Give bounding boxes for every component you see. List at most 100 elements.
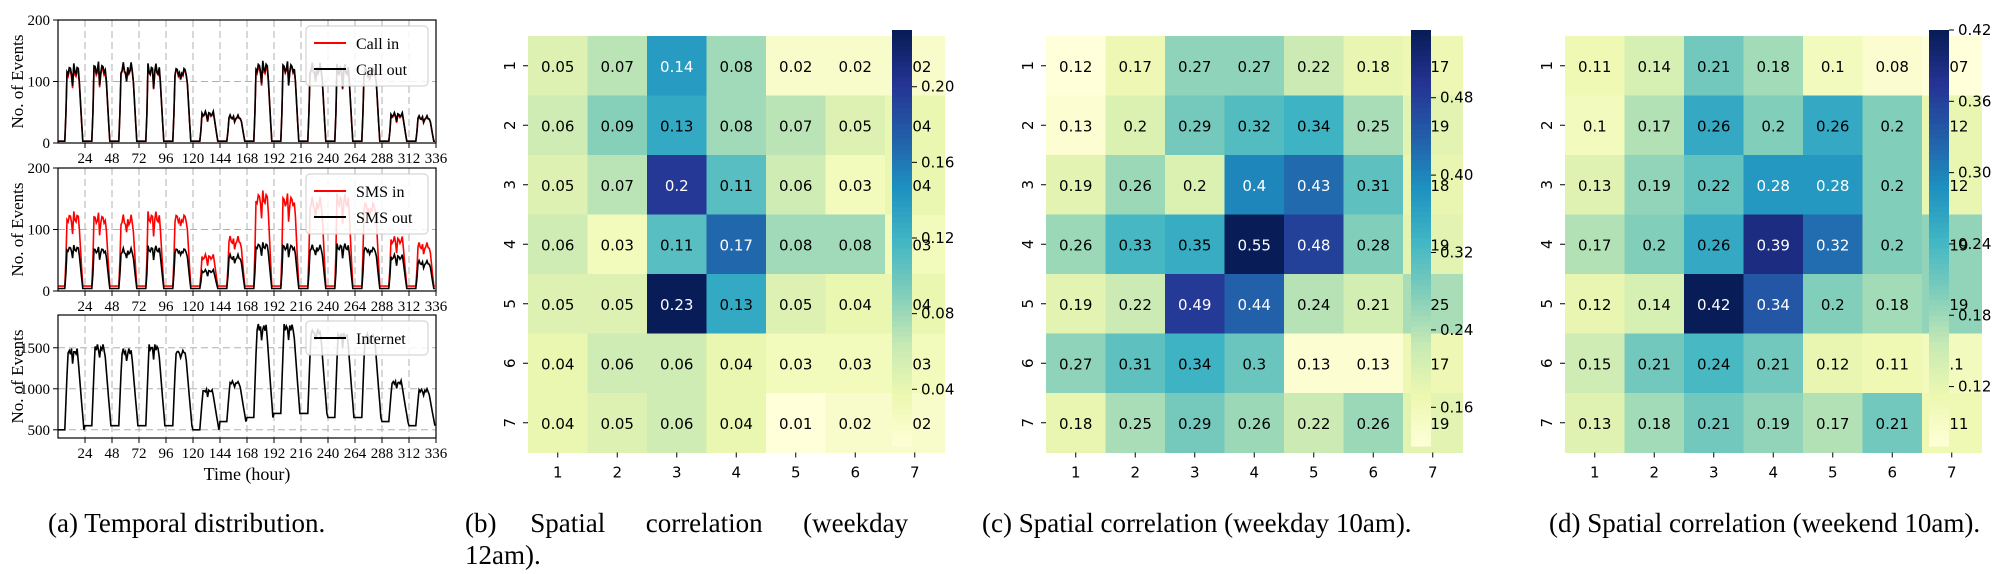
cell-value-label: 0.18 [1059, 415, 1092, 433]
heatmap-cell [528, 95, 588, 156]
heatmap-cell [1165, 393, 1225, 453]
y-tick-label: 3 [501, 180, 519, 190]
colorbar-segment [1929, 227, 1949, 234]
heatmap-cell [1803, 214, 1863, 275]
heatmap-d: 0.11 0.14 0.21 0.18 0.1 0.08 0.070.1 0.17 0.26 0.… [1538, 21, 1991, 482]
colorbar-segment [1411, 258, 1431, 265]
x-tick-label: 336 [425, 151, 448, 167]
heatmap-cell [1224, 214, 1285, 275]
heatmap-cell [1684, 214, 1744, 275]
cell-value-label: 0.07 [601, 177, 634, 195]
colorbar-segment [892, 305, 912, 312]
colorbar-segment [892, 420, 912, 426]
cell-value-label: 0.08 [779, 236, 812, 254]
heatmap-cell [766, 393, 826, 453]
x-tick-label: 96 [159, 151, 175, 167]
colorbar-segment [1411, 227, 1431, 234]
x-tick-label: 6 [1887, 464, 1897, 482]
colorbar-tick-label: 0.18 [1958, 306, 1991, 324]
colorbar-segment [1411, 347, 1431, 353]
y-tick-label: 2 [1019, 120, 1037, 130]
colorbar-segment [1929, 404, 1949, 411]
heatmap-cell [1684, 393, 1744, 453]
cell-value-label: 0.13 [1578, 177, 1611, 195]
heatmap-cell [706, 393, 767, 453]
colorbar-segment [892, 290, 912, 296]
colorbar-segment [1411, 404, 1431, 411]
y-tick-label: 200 [28, 161, 51, 177]
cell-value-label: 0.02 [839, 415, 872, 433]
colorbar-segment [1929, 170, 1949, 177]
cell-value-label: 0.24 [1297, 296, 1330, 314]
colorbar-segment [1929, 258, 1949, 265]
heatmap-cell [1684, 36, 1744, 96]
heatmap-cell [1343, 214, 1404, 275]
colorbar-segment [892, 399, 912, 405]
colorbar-tick-label: 0.24 [1958, 235, 1991, 253]
colorbar-tick-label: 0.08 [921, 305, 954, 323]
colorbar-segment [1411, 295, 1431, 301]
heatmap-cell [647, 274, 707, 334]
colorbar-segment [892, 336, 912, 343]
colorbar-segment [1929, 373, 1949, 379]
colorbar-segment [1411, 165, 1431, 171]
heatmap-cell [1684, 155, 1744, 215]
cell-value-label: 0.1 [1821, 58, 1845, 76]
cell-value-label: 0.03 [601, 236, 634, 254]
cell-value-label: 0.17 [1816, 415, 1849, 433]
heatmap-cell [1803, 274, 1863, 334]
legend-box [305, 320, 429, 356]
colorbar-segment [1411, 243, 1431, 249]
colorbar-segment [1929, 347, 1949, 353]
colorbar-segment [892, 383, 912, 390]
caption-b-line2: 12am). [465, 540, 541, 570]
colorbar-segment [892, 310, 912, 317]
cell-value-label: 0.05 [601, 415, 634, 433]
colorbar-segment [1929, 118, 1949, 125]
colorbar-segment [1929, 61, 1949, 67]
cell-value-label: 0.05 [541, 177, 574, 195]
y-tick-label: 1 [501, 61, 519, 71]
cell-value-label: 0.22 [1297, 58, 1330, 76]
heatmap-cell [647, 333, 707, 394]
heatmap-cell [1046, 155, 1106, 215]
cell-value-label: 0.18 [1357, 58, 1390, 76]
colorbar-segment [892, 170, 912, 177]
colorbar-segment [892, 186, 912, 192]
heatmap-cell [1343, 155, 1404, 215]
colorbar-segment [1929, 87, 1949, 93]
x-tick-label: 312 [398, 151, 421, 167]
colorbar-segment [1929, 238, 1949, 244]
colorbar-segment [892, 160, 912, 166]
colorbar-segment [1929, 409, 1949, 416]
cell-value-label: 0.06 [779, 177, 812, 195]
colorbar-segment [892, 269, 912, 275]
heatmap-cell [1284, 36, 1344, 96]
colorbar-segment [1929, 326, 1949, 333]
cell-value-label: 0.24 [1697, 355, 1730, 373]
colorbar-segment [892, 35, 912, 41]
heatmap-cell [825, 274, 886, 334]
legend-box [305, 25, 429, 87]
colorbar-segment [1929, 82, 1949, 88]
colorbar-segment [1411, 269, 1431, 275]
cell-value-label: 0.18 [1757, 58, 1790, 76]
cell-value-label: 0.04 [541, 355, 574, 373]
colorbar-segment [1411, 196, 1431, 203]
cell-value-label: 0.04 [541, 415, 574, 433]
cell-value-label: 0.18 [1876, 296, 1909, 314]
cell-value-label: 0.14 [1638, 58, 1671, 76]
cell-value-label: 0.21 [1697, 415, 1730, 433]
heatmap-cell [1343, 36, 1404, 96]
colorbar-segment [1929, 123, 1949, 130]
colorbar-segment [892, 165, 912, 171]
x-tick-label: 48 [105, 151, 120, 167]
colorbar-segment [1929, 149, 1949, 156]
colorbar-tick-label: 0.20 [921, 78, 954, 96]
cell-value-label: 0.13 [1059, 117, 1092, 135]
cell-value-label: 0.33 [1119, 236, 1152, 254]
cell-value-label: 0.26 [1697, 117, 1730, 135]
cell-value-label: 0.19 [1757, 415, 1790, 433]
heatmap-cell [1046, 36, 1106, 96]
heatmap-cell [1624, 333, 1685, 394]
